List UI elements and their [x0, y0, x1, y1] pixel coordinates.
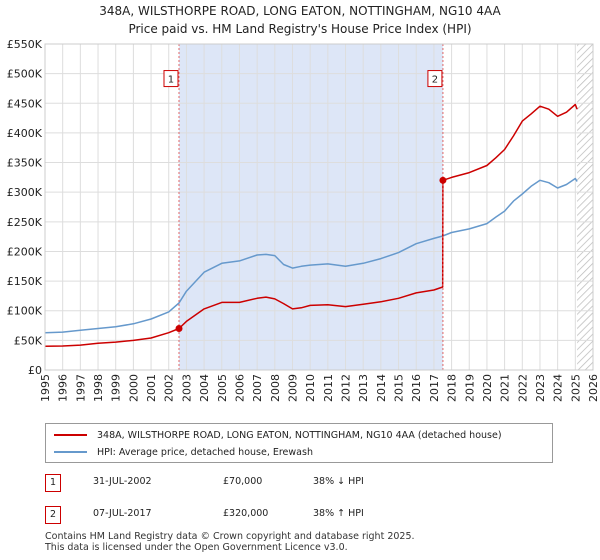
series-line-hpi [44, 177, 578, 334]
y-tick-label: £150K [7, 275, 43, 288]
sale-marker-label: 2 [432, 75, 438, 86]
x-tick-label: 2024 [552, 374, 565, 402]
y-tick-label: £0 [28, 364, 42, 377]
y-tick-label: £550K [7, 38, 43, 51]
x-tick-label: 1997 [74, 374, 87, 402]
legend-swatch-hpi [54, 451, 87, 453]
footer-copyright: Contains HM Land Registry data © Crown c… [45, 531, 415, 542]
x-tick-label: 2002 [163, 374, 176, 402]
x-tick-label: 2012 [340, 374, 353, 402]
y-tick-label: £250K [7, 216, 43, 229]
sale-date: 31-JUL-2002 [93, 476, 152, 487]
legend-label-hpi: HPI: Average price, detached house, Erew… [97, 446, 313, 458]
legend-item-property: 348A, WILSTHORPE ROAD, LONG EATON, NOTTI… [54, 427, 502, 443]
x-tick-label: 2013 [357, 374, 370, 402]
x-tick-label: 2005 [216, 374, 229, 402]
forecast-hatched-region [577, 44, 593, 370]
y-tick-label: £350K [7, 157, 43, 170]
ownership-period-shading [178, 44, 443, 370]
y-tick-label: £500K [7, 68, 43, 81]
x-tick-label: 2000 [127, 374, 140, 402]
y-tick-label: £450K [7, 97, 43, 110]
x-tick-label: 2022 [516, 374, 529, 402]
sale-marker-label: 1 [168, 75, 174, 86]
sale-point [175, 325, 183, 333]
sale-marker-box [427, 70, 443, 88]
x-tick-label: 2026 [587, 374, 600, 402]
x-tick-label: 2019 [463, 374, 476, 402]
x-tick-label: 2023 [534, 374, 547, 402]
y-tick-label: £300K [7, 186, 43, 199]
chart-title: 348A, WILSTHORPE ROAD, LONG EATON, NOTTI… [99, 4, 501, 18]
y-tick-label: £400K [7, 127, 43, 140]
x-tick-label: 2014 [375, 374, 388, 402]
x-tick-label: 2025 [569, 374, 582, 402]
x-tick-label: 1996 [57, 374, 70, 402]
x-tick-label: 2016 [410, 374, 423, 402]
x-tick-label: 1995 [39, 374, 52, 402]
chart-title-block: 348A, WILSTHORPE ROAD, LONG EATON, NOTTI… [0, 2, 600, 38]
x-tick-label: 1998 [92, 374, 105, 402]
x-tick-label: 1999 [110, 374, 123, 402]
x-tick-label: 2015 [393, 374, 406, 402]
footer: Contains HM Land Registry data © Crown c… [45, 531, 415, 553]
chart-subtitle: Price paid vs. HM Land Registry's House … [128, 22, 472, 36]
legend: 348A, WILSTHORPE ROAD, LONG EATON, NOTTI… [45, 423, 553, 463]
x-tick-label: 2018 [446, 374, 459, 402]
x-tick-label: 2004 [198, 374, 211, 402]
x-tick-label: 2007 [251, 374, 264, 402]
footer-licence: This data is licensed under the Open Gov… [45, 542, 348, 553]
sale-number-badge: 2 [45, 506, 61, 524]
series-line-property [44, 103, 578, 348]
legend-item-hpi: HPI: Average price, detached house, Erew… [54, 444, 313, 460]
sale-hpi-change: 38% ↓ HPI [313, 476, 364, 487]
x-tick-label: 2003 [180, 374, 193, 402]
legend-label-property: 348A, WILSTHORPE ROAD, LONG EATON, NOTTI… [97, 429, 502, 441]
x-tick-label: 2011 [322, 374, 335, 402]
sale-number-badge: 1 [45, 474, 61, 492]
sale-point [439, 176, 447, 184]
x-tick-label: 2006 [233, 374, 246, 402]
x-tick-label: 2020 [481, 374, 494, 402]
sale-date: 07-JUL-2017 [93, 508, 152, 519]
sale-hpi-change: 38% ↑ HPI [313, 508, 364, 519]
sale-marker-box [163, 70, 179, 88]
y-tick-label: £50K [14, 334, 43, 347]
y-tick-label: £100K [7, 305, 43, 318]
x-tick-label: 2010 [304, 374, 317, 402]
x-tick-label: 2008 [269, 374, 282, 402]
x-tick-label: 2001 [145, 374, 158, 402]
x-tick-label: 2017 [428, 374, 441, 402]
y-tick-label: £200K [7, 245, 43, 258]
legend-swatch-property [54, 434, 87, 436]
x-tick-label: 2021 [499, 374, 512, 402]
chart-canvas: 1 2 £0 £50K £100K £150K £200K £250K £300K £350K £… [7, 38, 600, 402]
sale-price: £70,000 [223, 476, 263, 487]
x-tick-label: 2009 [286, 374, 299, 402]
plot-border [44, 43, 594, 371]
sale-price: £320,000 [223, 508, 269, 519]
